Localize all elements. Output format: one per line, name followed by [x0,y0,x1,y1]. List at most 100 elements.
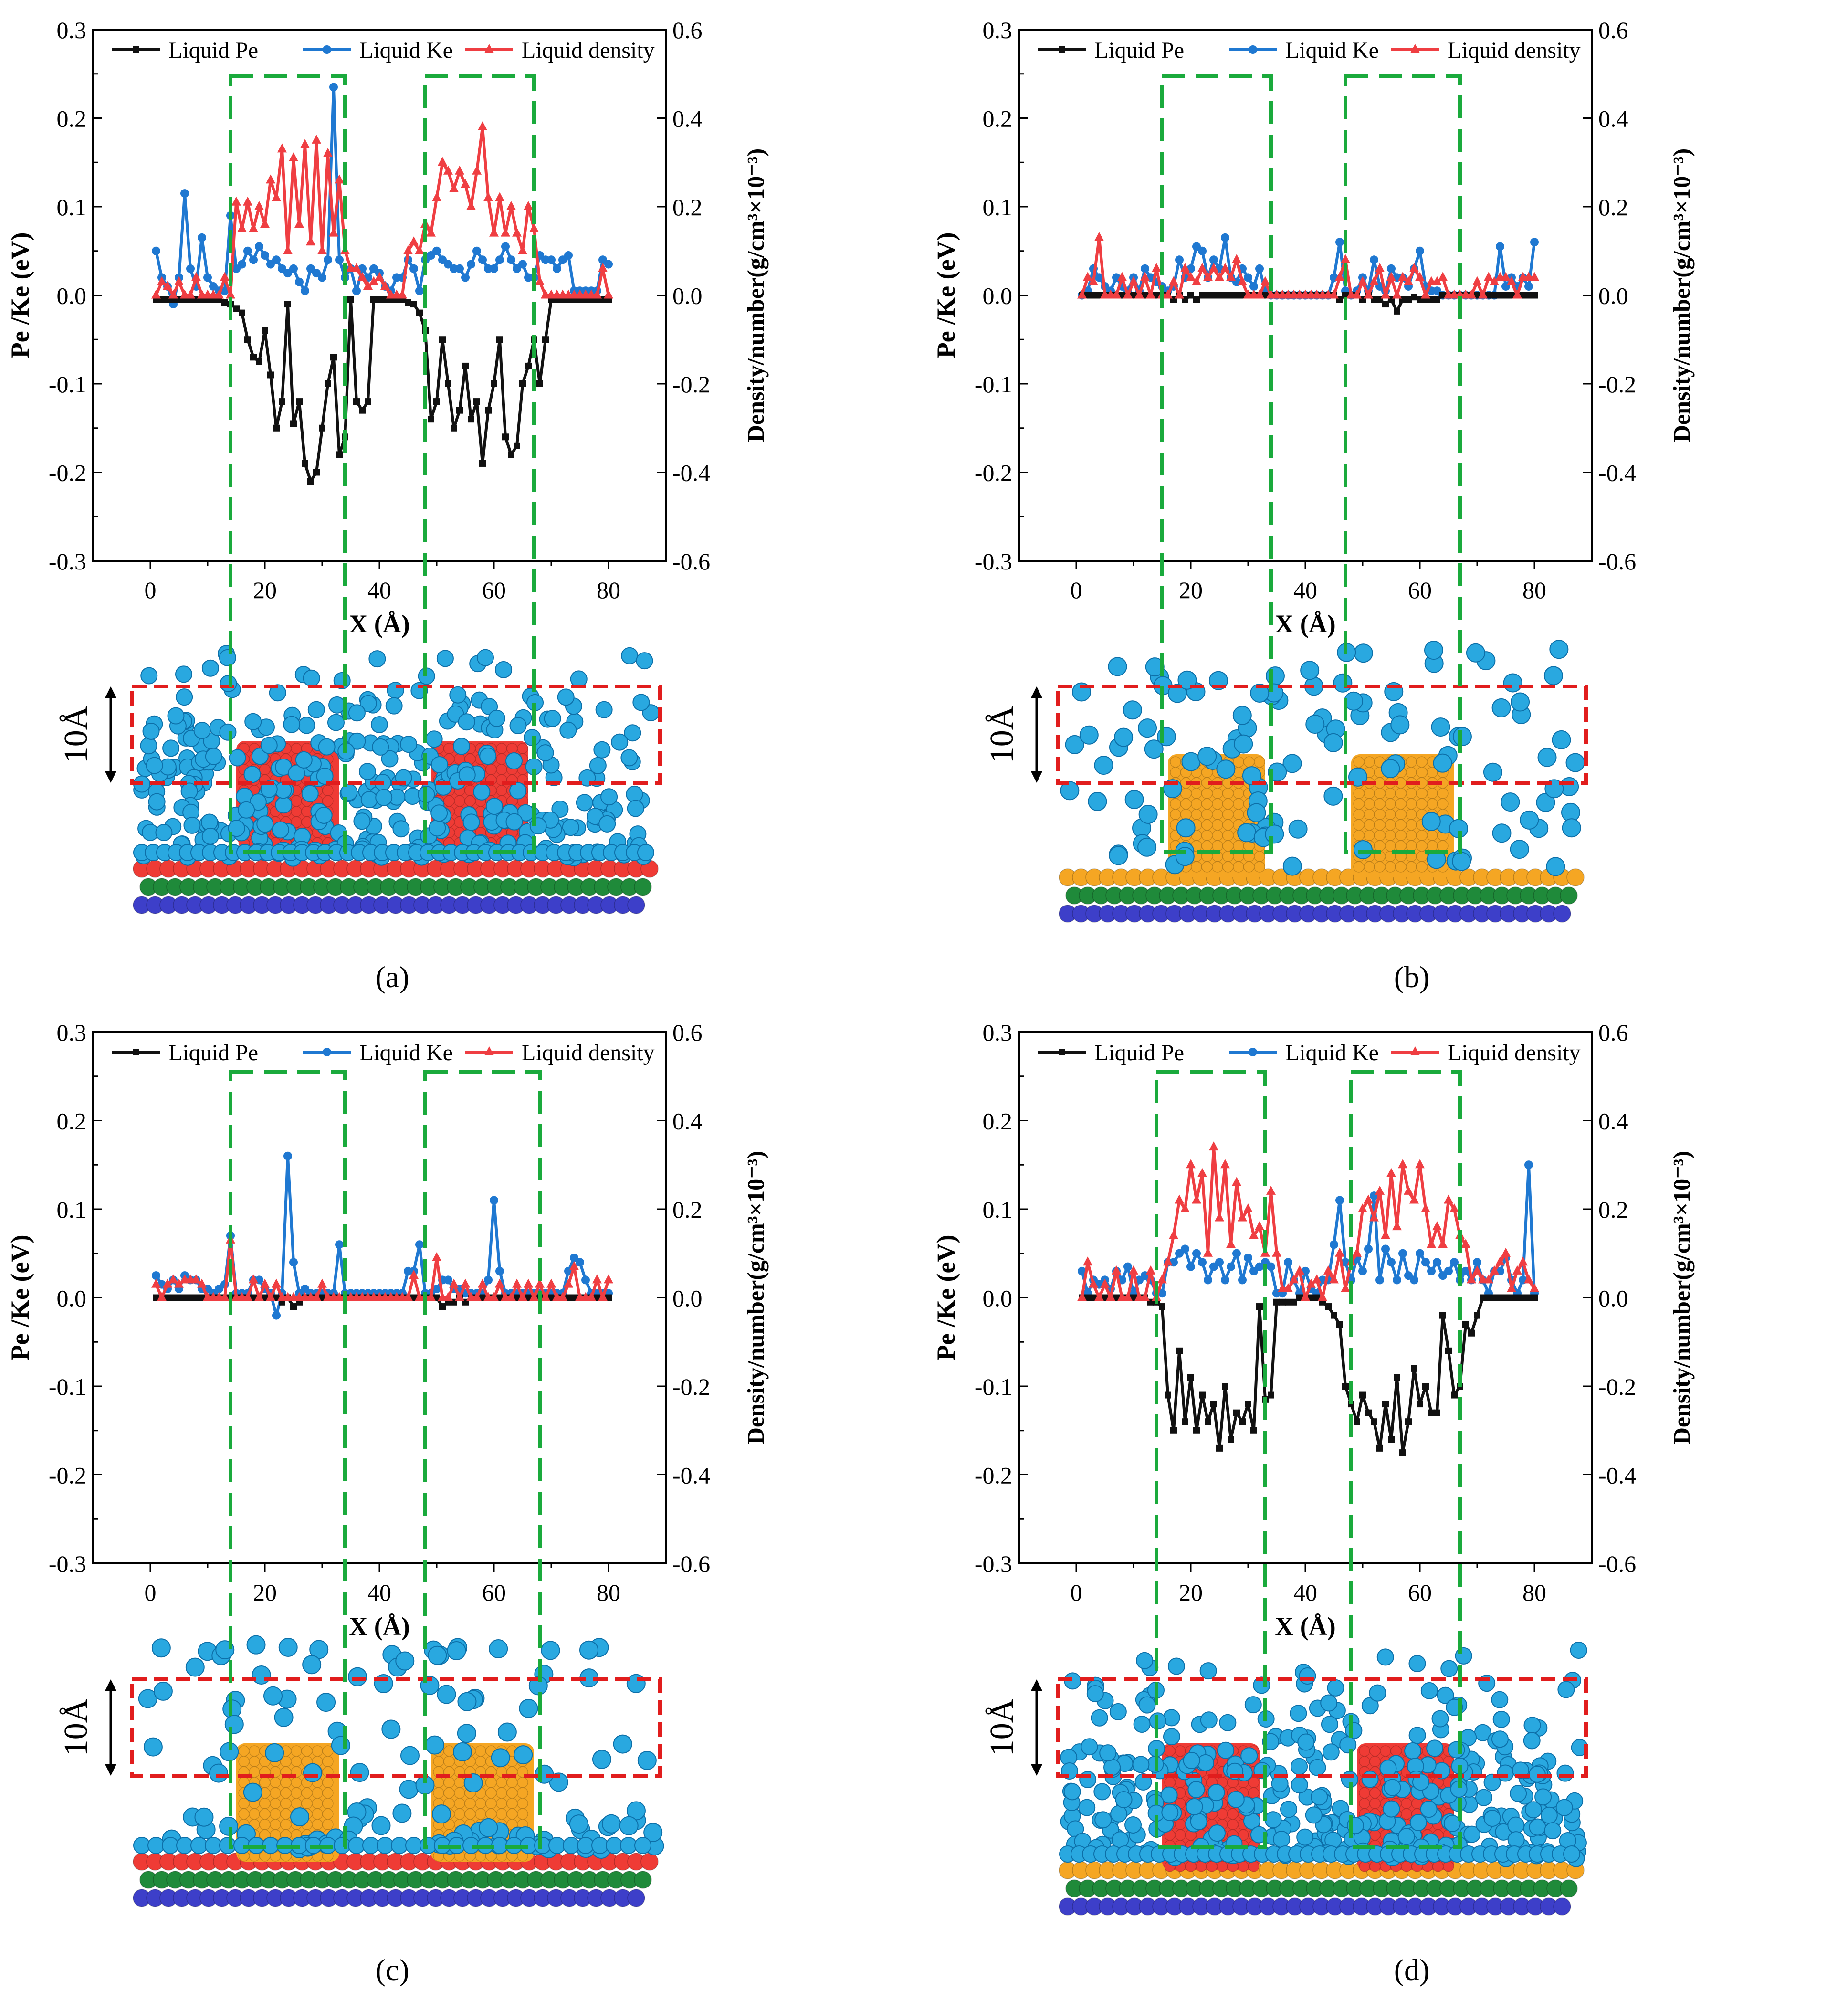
pillar-atom [301,1798,313,1809]
liquid-atom [428,1645,447,1665]
liquid-atom [1556,1764,1574,1782]
legend-marker [1059,1049,1065,1055]
liquid-atom [1544,1822,1562,1840]
data-point [1417,1401,1423,1408]
data-point [1394,1374,1400,1381]
liquid-atom [1369,1684,1386,1702]
data-point [1525,292,1532,299]
data-point [289,1258,298,1267]
liquid-atom [1546,857,1565,876]
legend-label: Liquid Ke [1285,38,1379,63]
data-point [478,255,487,264]
liquid-atom [1216,759,1236,779]
data-point [605,1294,612,1301]
data-point [1415,272,1425,281]
pillar-atom [485,1787,497,1799]
liquid-atom [619,1816,639,1835]
data-point [1449,1203,1459,1212]
pillar-atom [1170,798,1181,810]
pillar-region-box [229,1070,347,1849]
liquid-atom [1507,1816,1525,1834]
pillar-atom [506,1777,518,1788]
pillar-atom [485,1798,497,1809]
data-point [1371,1418,1377,1425]
data-point [296,398,303,405]
liquid-atom [1081,1738,1098,1756]
pillar-region-box [423,1070,542,1849]
data-point [445,380,452,387]
y2-tick-label: -0.4 [672,460,710,486]
legend-marker [323,1048,331,1056]
data-point [1159,1303,1166,1310]
liquid-atom [219,649,236,666]
data-point [468,416,474,423]
liquid-atom [1570,1641,1587,1659]
liquid-atom [1186,1798,1203,1815]
pillar-atom [1374,819,1386,831]
data-point [1245,1401,1251,1408]
data-point [1388,1436,1395,1443]
liquid-atom [148,793,166,811]
liquid-atom [1475,1789,1492,1806]
liquid-atom [620,749,638,767]
data-point [1365,1409,1372,1416]
data-point [1398,1249,1407,1258]
data-point [1170,1427,1177,1434]
liquid-atom [302,1655,322,1675]
legend-label: Liquid Pe [1094,1040,1184,1065]
data-point [199,1294,205,1301]
pillar-atom [496,785,507,796]
data-point [495,1278,504,1288]
y-axis-label: Pe /Ke (eV) [932,1235,960,1361]
data-point [1226,1239,1236,1248]
data-point [461,273,470,282]
liquid-atom [624,724,641,742]
liquid-atom [1565,753,1585,772]
y-tick-label: 0.1 [983,194,1013,221]
pillar-atom [291,1777,302,1788]
liquid-atom [1094,756,1113,775]
pillar-atom [454,1798,465,1809]
pillar-atom [517,1787,528,1799]
data-point [535,1278,545,1288]
data-point [1100,1278,1110,1288]
pillar-atom [1222,830,1234,841]
liquid-atom [274,1707,294,1727]
data-point [1501,1247,1511,1257]
data-point [1518,1256,1528,1266]
liquid-atom [436,650,454,667]
data-point [1474,1312,1480,1319]
liquid-atom [400,1746,420,1765]
data-point [1129,1265,1138,1275]
data-point [496,336,503,343]
data-point [410,264,418,273]
y-tick-label: 0.2 [983,1108,1013,1135]
caption-c: (c) [375,1953,410,1987]
pillar-atom [1369,1756,1381,1767]
data-point [1530,272,1539,281]
data-point [1434,296,1440,303]
panel-b: -0.3 -0.2 -0.1 0.0 0.1 0.2 0.3 -0.6 -0.4 -0.2 0.0 0… [924,0,1848,1002]
data-point [1222,292,1228,299]
liquid-atom [350,1763,369,1782]
data-point [1193,296,1200,303]
data-point [507,255,515,264]
data-point [198,233,206,242]
data-point [547,255,556,264]
liquid-atom [392,1803,412,1823]
liquid-atom [627,800,644,817]
substrate-atom-green [634,878,652,896]
data-point [1398,1159,1407,1169]
pillar-atom [454,1787,465,1799]
liquid-atom [598,815,616,833]
pillar-atom [1437,788,1449,799]
pillar-atom [312,1745,323,1757]
data-point [1376,1444,1383,1452]
data-point [1244,273,1252,282]
data-point [174,1278,184,1288]
panel-a: -0.3 -0.2 -0.1 0.0 0.1 0.2 0.3 -0.6 -0.4 -0.2 0.0 0… [0,0,924,1002]
y2-tick-label: 0.2 [1598,194,1628,221]
legend-marker [484,44,494,53]
liquid-atom [142,722,160,740]
data-point [1468,1329,1475,1337]
